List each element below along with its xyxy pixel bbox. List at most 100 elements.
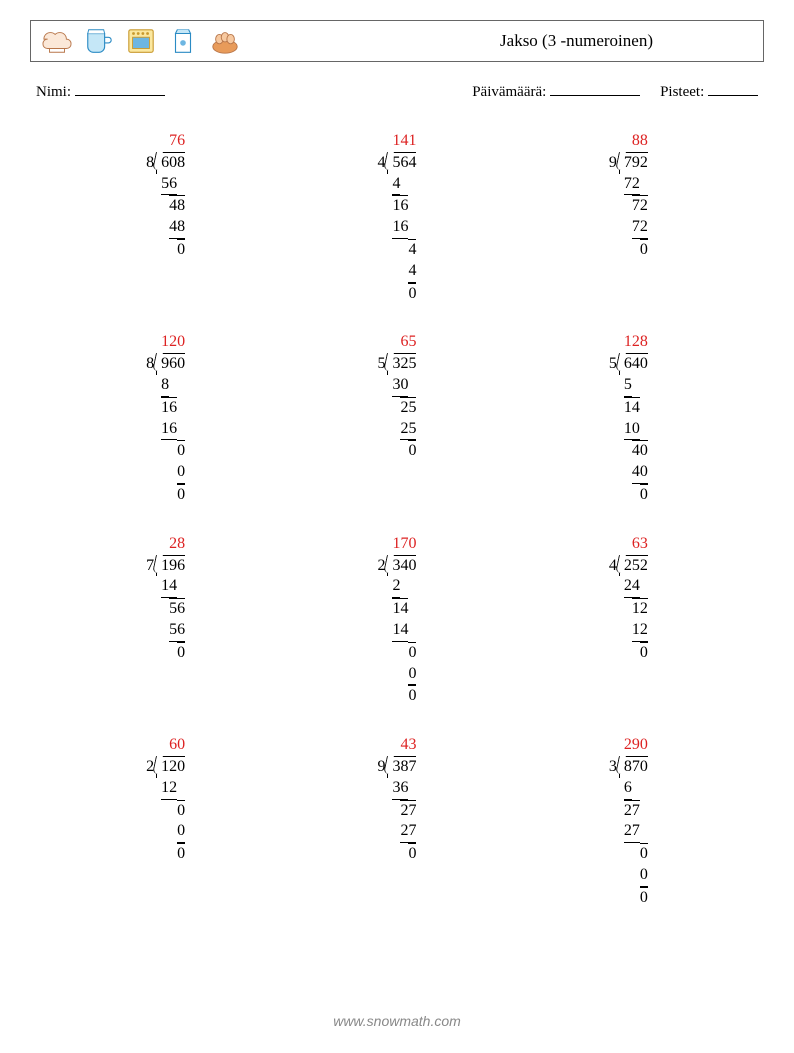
problem: 88979272 72720	[523, 131, 734, 304]
score-label: Pisteet:	[660, 84, 704, 100]
work-step: 0	[377, 283, 416, 305]
work-step: 12	[146, 778, 185, 800]
chef-hat-icon	[41, 25, 73, 57]
worksheet-title: Jakso (3 -numeroinen)	[500, 31, 753, 51]
work-step: 0	[146, 642, 185, 664]
work-step: 72	[609, 195, 648, 217]
cup-icon	[83, 25, 115, 57]
quotient: 63	[609, 534, 648, 555]
quotient: 76	[146, 131, 185, 152]
work-step: 0	[377, 843, 416, 865]
dividend: 870	[619, 756, 648, 778]
work-step: 0	[377, 440, 416, 462]
dividend: 340	[387, 555, 416, 577]
work-step: 40	[609, 440, 648, 462]
work-step: 0	[146, 462, 185, 484]
work-step: 14	[377, 620, 416, 642]
header: Jakso (3 -numeroinen)	[30, 20, 764, 62]
work-step: 5	[609, 375, 648, 397]
work-step: 72	[609, 174, 648, 196]
work-step: 40	[609, 462, 648, 484]
problem: 29038706 27 27 000	[523, 735, 734, 908]
work-step: 0	[609, 887, 648, 909]
quotient: 60	[146, 735, 185, 756]
header-icons	[41, 25, 241, 57]
work-step: 16	[377, 217, 416, 239]
problem: 65532530 25250	[291, 332, 502, 505]
work-step: 12	[609, 620, 648, 642]
footer: www.snowmath.com	[0, 1013, 794, 1029]
quotient: 65	[377, 332, 416, 353]
work-step: 16	[377, 195, 416, 217]
work-step: 0	[377, 642, 416, 664]
problem: 14145644 16 16 440	[291, 131, 502, 304]
work-step: 0	[377, 664, 416, 686]
work-step: 2	[377, 576, 416, 598]
work-step: 56	[146, 620, 185, 642]
score-blank	[708, 82, 758, 96]
dividend: 960	[156, 353, 185, 375]
dividend: 564	[387, 152, 416, 174]
work-step: 0	[146, 440, 185, 462]
work-step: 0	[146, 843, 185, 865]
quotient: 88	[609, 131, 648, 152]
eggs-icon	[209, 25, 241, 57]
work-step: 72	[609, 217, 648, 239]
work-step: 8	[146, 375, 185, 397]
work-step: 48	[146, 217, 185, 239]
work-step: 0	[609, 484, 648, 506]
work-step: 0	[146, 484, 185, 506]
quotient: 43	[377, 735, 416, 756]
dividend: 325	[387, 353, 416, 375]
problem: 43938736 27270	[291, 735, 502, 908]
work-step: 27	[377, 821, 416, 843]
work-step: 0	[609, 843, 648, 865]
oven-icon	[125, 25, 157, 57]
dividend: 608	[156, 152, 185, 174]
name-blank	[75, 82, 165, 96]
work-step: 10	[609, 419, 648, 441]
name-label: Nimi:	[36, 84, 71, 100]
work-step: 27	[377, 800, 416, 822]
work-step: 56	[146, 598, 185, 620]
work-step: 6	[609, 778, 648, 800]
work-step: 27	[609, 800, 648, 822]
work-step: 25	[377, 419, 416, 441]
dividend: 120	[156, 756, 185, 778]
problem: 76860856 48480	[60, 131, 271, 304]
work-step: 0	[146, 239, 185, 261]
work-step: 24	[609, 576, 648, 598]
problems-grid: 76860856 4848014145644 16 16 44088979272…	[30, 131, 764, 909]
work-step: 14	[609, 397, 648, 419]
work-step: 27	[609, 821, 648, 843]
date-blank	[550, 82, 640, 96]
dividend: 196	[156, 555, 185, 577]
work-step: 25	[377, 397, 416, 419]
quotient: 290	[609, 735, 648, 756]
dividend: 387	[387, 756, 416, 778]
quotient: 28	[146, 534, 185, 555]
quotient: 120	[146, 332, 185, 353]
work-step: 12	[609, 598, 648, 620]
problem: 12089608 16 16 000	[60, 332, 271, 505]
dividend: 792	[619, 152, 648, 174]
work-step: 14	[377, 598, 416, 620]
problem: 12856405 14 10 40400	[523, 332, 734, 505]
problem: 60212012 000	[60, 735, 271, 908]
date-label: Päivämäärä:	[472, 84, 546, 100]
problem: 17023402 14 14 000	[291, 534, 502, 707]
work-step: 14	[146, 576, 185, 598]
problem: 63425224 12120	[523, 534, 734, 707]
milk-icon	[167, 25, 199, 57]
work-step: 0	[609, 239, 648, 261]
work-step: 48	[146, 195, 185, 217]
work-step: 16	[146, 397, 185, 419]
work-step: 0	[146, 821, 185, 843]
quotient: 170	[377, 534, 416, 555]
work-step: 56	[146, 174, 185, 196]
work-step: 4	[377, 239, 416, 261]
work-step: 4	[377, 261, 416, 283]
work-step: 30	[377, 375, 416, 397]
work-step: 0	[609, 865, 648, 887]
problem: 28719614 56560	[60, 534, 271, 707]
